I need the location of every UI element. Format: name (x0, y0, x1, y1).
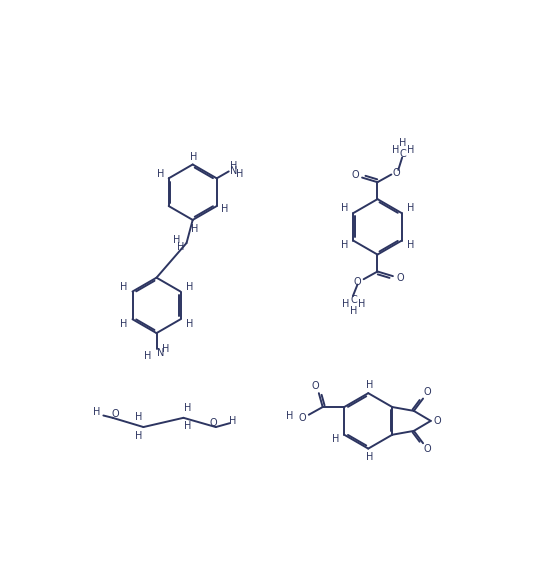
Text: H: H (341, 240, 348, 250)
Text: H: H (191, 224, 198, 234)
Text: H: H (144, 351, 152, 361)
Text: O: O (351, 170, 359, 180)
Text: H: H (173, 235, 180, 245)
Text: H: H (392, 145, 399, 155)
Text: H: H (119, 282, 127, 292)
Text: H: H (177, 242, 185, 252)
Text: H: H (230, 161, 238, 171)
Text: H: H (135, 431, 142, 440)
Text: N: N (230, 166, 238, 177)
Text: H: H (332, 434, 340, 444)
Text: H: H (407, 145, 414, 155)
Text: H: H (366, 380, 374, 390)
Text: O: O (423, 444, 431, 454)
Text: O: O (354, 277, 361, 286)
Text: H: H (358, 299, 365, 309)
Text: H: H (119, 319, 127, 329)
Text: H: H (184, 421, 192, 431)
Text: H: H (186, 319, 193, 329)
Text: O: O (423, 388, 431, 397)
Text: H: H (184, 403, 192, 413)
Text: C: C (350, 295, 357, 305)
Text: H: H (162, 344, 169, 354)
Text: H: H (399, 138, 407, 148)
Text: H: H (407, 240, 415, 250)
Text: O: O (111, 409, 119, 419)
Text: O: O (396, 274, 403, 283)
Text: H: H (229, 416, 237, 426)
Text: O: O (434, 416, 441, 426)
Text: H: H (236, 170, 243, 179)
Text: O: O (209, 418, 217, 428)
Text: O: O (312, 381, 320, 391)
Text: H: H (407, 204, 415, 213)
Text: H: H (222, 204, 229, 214)
Text: H: H (366, 452, 374, 462)
Text: H: H (190, 152, 197, 162)
Text: H: H (157, 168, 164, 179)
Text: H: H (342, 299, 350, 309)
Text: C: C (400, 149, 406, 159)
Text: H: H (93, 408, 100, 417)
Text: H: H (135, 412, 142, 422)
Text: H: H (341, 204, 348, 213)
Text: O: O (299, 413, 306, 423)
Text: H: H (286, 411, 294, 421)
Text: O: O (393, 168, 401, 178)
Text: H: H (186, 282, 193, 292)
Text: N: N (157, 348, 164, 358)
Text: H: H (350, 306, 357, 316)
